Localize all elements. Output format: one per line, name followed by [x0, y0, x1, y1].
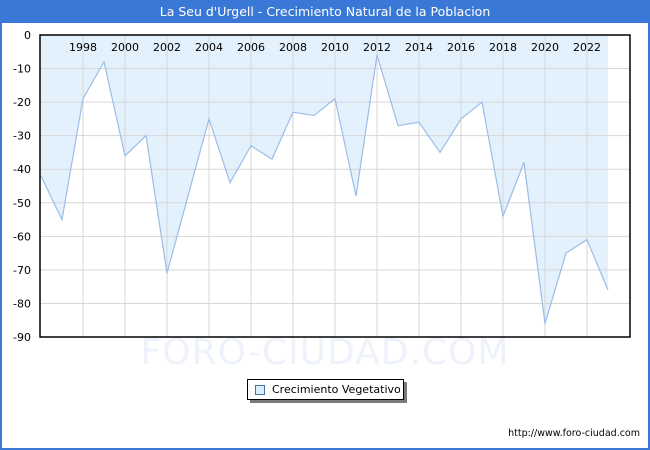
x-tick-label: 2012: [363, 41, 391, 54]
x-tick-label: 1998: [69, 41, 97, 54]
x-tick-label: 2004: [195, 41, 223, 54]
series-line: [40, 54, 609, 324]
source-url: http://www.foro-ciudad.com: [508, 428, 640, 439]
watermark: FORO-CIUDAD.COM: [140, 332, 510, 373]
y-tick-label: -30: [13, 130, 31, 143]
x-tick-label: 2002: [153, 41, 181, 54]
x-tick-label: 2008: [279, 41, 307, 54]
y-tick-label: -40: [13, 163, 31, 176]
legend-label: Crecimiento Vegetativo: [272, 383, 401, 396]
y-tick-label: -70: [13, 264, 31, 277]
y-tick-label: -50: [13, 197, 31, 210]
y-tick-label: -80: [13, 297, 31, 310]
y-tick-label: -10: [13, 63, 31, 76]
chart-title: La Seu d'Urgell - Crecimiento Natural de…: [0, 0, 650, 23]
y-tick-label: -60: [13, 230, 31, 243]
area-fill: [41, 35, 608, 324]
x-tick-label: 2000: [111, 41, 139, 54]
x-tick-label: 2006: [237, 41, 265, 54]
x-tick-label: 2010: [321, 41, 349, 54]
x-tick-label: 2016: [447, 41, 475, 54]
x-tick-label: 2014: [405, 41, 433, 54]
legend: Crecimiento Vegetativo: [247, 379, 404, 400]
y-tick-label: -90: [13, 331, 31, 344]
legend-swatch-icon: [255, 385, 265, 395]
x-tick-label: 2022: [573, 41, 601, 54]
x-tick-label: 2018: [489, 41, 517, 54]
y-tick-label: -20: [13, 96, 31, 109]
x-tick-label: 2020: [531, 41, 559, 54]
y-tick-label: 0: [24, 29, 31, 42]
axes-frame: [39, 34, 631, 338]
